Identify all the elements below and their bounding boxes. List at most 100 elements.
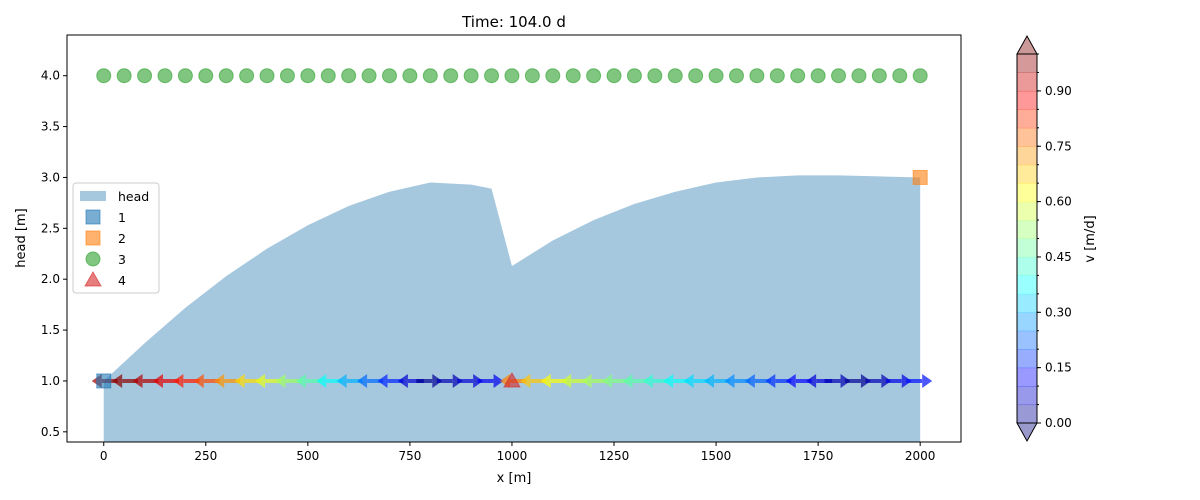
velocity-arrow-head <box>152 373 163 388</box>
legend-label: 4 <box>118 273 126 288</box>
y-tick-label: 0.5 <box>41 425 60 439</box>
series-3-point <box>320 68 336 84</box>
velocity-arrow-head <box>295 373 306 388</box>
series-3-point <box>626 68 642 84</box>
velocity-arrow-head <box>255 373 266 388</box>
series-3-point <box>871 68 887 84</box>
colorbar-tick-label: 0.45 <box>1045 250 1072 264</box>
velocity-arrow-head <box>397 373 408 388</box>
series-3-point <box>810 68 826 84</box>
legend-entry: 1 <box>85 209 126 225</box>
velocity-arrow-head <box>581 373 592 388</box>
velocity-arrow-head <box>683 373 694 388</box>
velocity-arrow-head <box>316 373 327 388</box>
velocity-arrow-head <box>377 373 388 388</box>
series-3-point <box>586 68 602 84</box>
y-tick-label: 4.0 <box>41 69 60 83</box>
colorbar-level <box>1017 127 1037 147</box>
head-area <box>103 175 921 443</box>
series-3-point <box>198 68 214 84</box>
series-3-point <box>443 68 459 84</box>
colorbar-level <box>1017 164 1037 184</box>
x-tick-label: 0 <box>100 449 108 463</box>
velocity-arrow-head <box>602 373 613 388</box>
velocity-arrow-head <box>493 373 504 388</box>
y-tick-label: 3.5 <box>41 120 60 134</box>
series-3-point <box>790 68 806 84</box>
plot-frame <box>66 34 962 443</box>
x-axis-label: x [m] <box>497 471 532 486</box>
velocity-arrow-head <box>642 373 653 388</box>
series-3-point <box>259 68 275 84</box>
series-3-point <box>892 68 908 84</box>
colorbar-level <box>1017 220 1037 239</box>
legend-entry: 2 <box>85 230 126 246</box>
series-3-point <box>218 68 234 84</box>
colorbar-level <box>1017 367 1037 387</box>
series-3-point <box>749 68 765 84</box>
legend-marker <box>85 251 101 267</box>
velocity-arrow-head <box>132 373 143 388</box>
velocity-arrow-head <box>663 373 674 388</box>
colorbar-level <box>1017 183 1037 203</box>
series-3-point <box>728 68 744 84</box>
colorbar-level <box>1017 349 1037 369</box>
y-tick-label: 3.0 <box>41 170 60 184</box>
series-3-point <box>402 68 418 84</box>
legend-entry: 3 <box>85 251 126 267</box>
series-3-point <box>504 68 520 84</box>
series-3-point <box>96 68 112 84</box>
colorbar-tick-label: 0.75 <box>1045 139 1072 153</box>
series-3-point <box>647 68 663 84</box>
series-3-point <box>545 68 561 84</box>
series-4-point <box>503 371 521 388</box>
velocity-arrow-head <box>275 373 286 388</box>
colorbar-extend-bottom <box>1016 422 1038 443</box>
colorbar-tick-label: 0.60 <box>1045 195 1072 209</box>
velocity-arrow-head <box>193 373 204 388</box>
series-3-point <box>137 68 153 84</box>
colorbar-level <box>1017 330 1037 350</box>
series-3-point <box>831 68 847 84</box>
x-tick-label: 500 <box>296 449 319 463</box>
velocity-arrow-head <box>744 373 755 388</box>
colorbar-tick-label: 0.30 <box>1045 305 1072 319</box>
velocity-arrow <box>477 373 504 388</box>
velocity-arrow-head <box>561 373 572 388</box>
series-3-point <box>565 68 581 84</box>
velocity-arrow-head <box>724 373 735 388</box>
series-3-point <box>606 68 622 84</box>
x-tick-label: 1750 <box>803 449 834 463</box>
colorbar-level <box>1017 54 1037 73</box>
legend-marker <box>84 270 102 287</box>
series-3-point <box>708 68 724 84</box>
velocity-arrow-head <box>214 373 225 388</box>
legend-entry: head <box>80 189 149 204</box>
colorbar-tick-label: 0.90 <box>1045 84 1072 98</box>
x-tick-label: 2000 <box>905 449 936 463</box>
velocity-arrow-head <box>540 373 551 388</box>
x-tick-label: 1000 <box>497 449 528 463</box>
velocity-arrow-head <box>357 373 368 388</box>
velocity-arrow-head <box>806 373 817 388</box>
velocity-arrow-head <box>922 373 933 388</box>
series-2 <box>912 169 928 185</box>
legend-swatch <box>80 191 106 201</box>
series-3-point <box>381 68 397 84</box>
chart-title: Time: 104.0 d <box>461 13 566 31</box>
series-3-point <box>361 68 377 84</box>
series-3-point <box>769 68 785 84</box>
series-3-point <box>688 68 704 84</box>
series-3-point <box>279 68 295 84</box>
velocity-arrow-head <box>336 373 347 388</box>
series-3-point <box>177 68 193 84</box>
y-tick-label: 1.5 <box>41 323 60 337</box>
colorbar-level <box>1017 293 1037 313</box>
y-axis: 0.5 1.0 1.5 2.0 2.5 3.0 3.5 4.0 <box>41 69 67 439</box>
colorbar-level <box>1017 238 1037 258</box>
velocity-arrow-head <box>765 373 776 388</box>
colorbar-level <box>1017 275 1037 295</box>
series-3-point <box>851 68 867 84</box>
legend-label: 2 <box>118 231 126 246</box>
x-tick-label: 1250 <box>599 449 630 463</box>
